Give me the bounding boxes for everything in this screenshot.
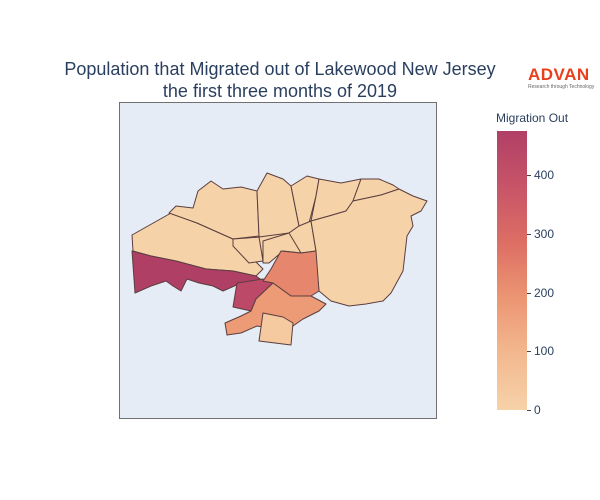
map-title-line-2: the first three months of 2019	[162, 81, 398, 101]
colorbar	[497, 131, 527, 410]
region-south-west-long[interactable]	[131, 250, 264, 294]
colorbar-tick	[527, 234, 531, 235]
map-area[interactable]	[119, 102, 437, 419]
region-south-lower[interactable]	[224, 282, 327, 336]
colorbar-tick	[527, 410, 531, 411]
colorbar-tick-label: 300	[534, 227, 555, 241]
colorbar-tick	[527, 351, 531, 352]
map-title: Population that Migrated out of Lakewood…	[0, 58, 560, 102]
colorbar-tick	[527, 175, 531, 176]
map-svg[interactable]	[120, 103, 437, 419]
logo-tagline: Research through Technology	[528, 84, 595, 90]
advan-logo: ADVAN Research through Technology	[528, 65, 598, 91]
logo-word: ADVAN	[528, 65, 590, 84]
region-east-large[interactable]	[310, 188, 428, 307]
colorbar-tick-label: 400	[534, 168, 555, 182]
colorbar-tick-label: 100	[534, 344, 555, 358]
map-title-line-1: Population that Migrated out of Lakewood…	[64, 59, 496, 79]
colorbar-tick-label: 0	[534, 403, 541, 417]
region-center-small[interactable]	[232, 236, 264, 264]
colorbar-tick-label: 200	[534, 286, 555, 300]
region-north-west[interactable]	[168, 180, 260, 240]
colorbar-title: Migration Out	[496, 111, 569, 125]
colorbar-tick	[527, 293, 531, 294]
region-south-bottom[interactable]	[258, 312, 294, 346]
